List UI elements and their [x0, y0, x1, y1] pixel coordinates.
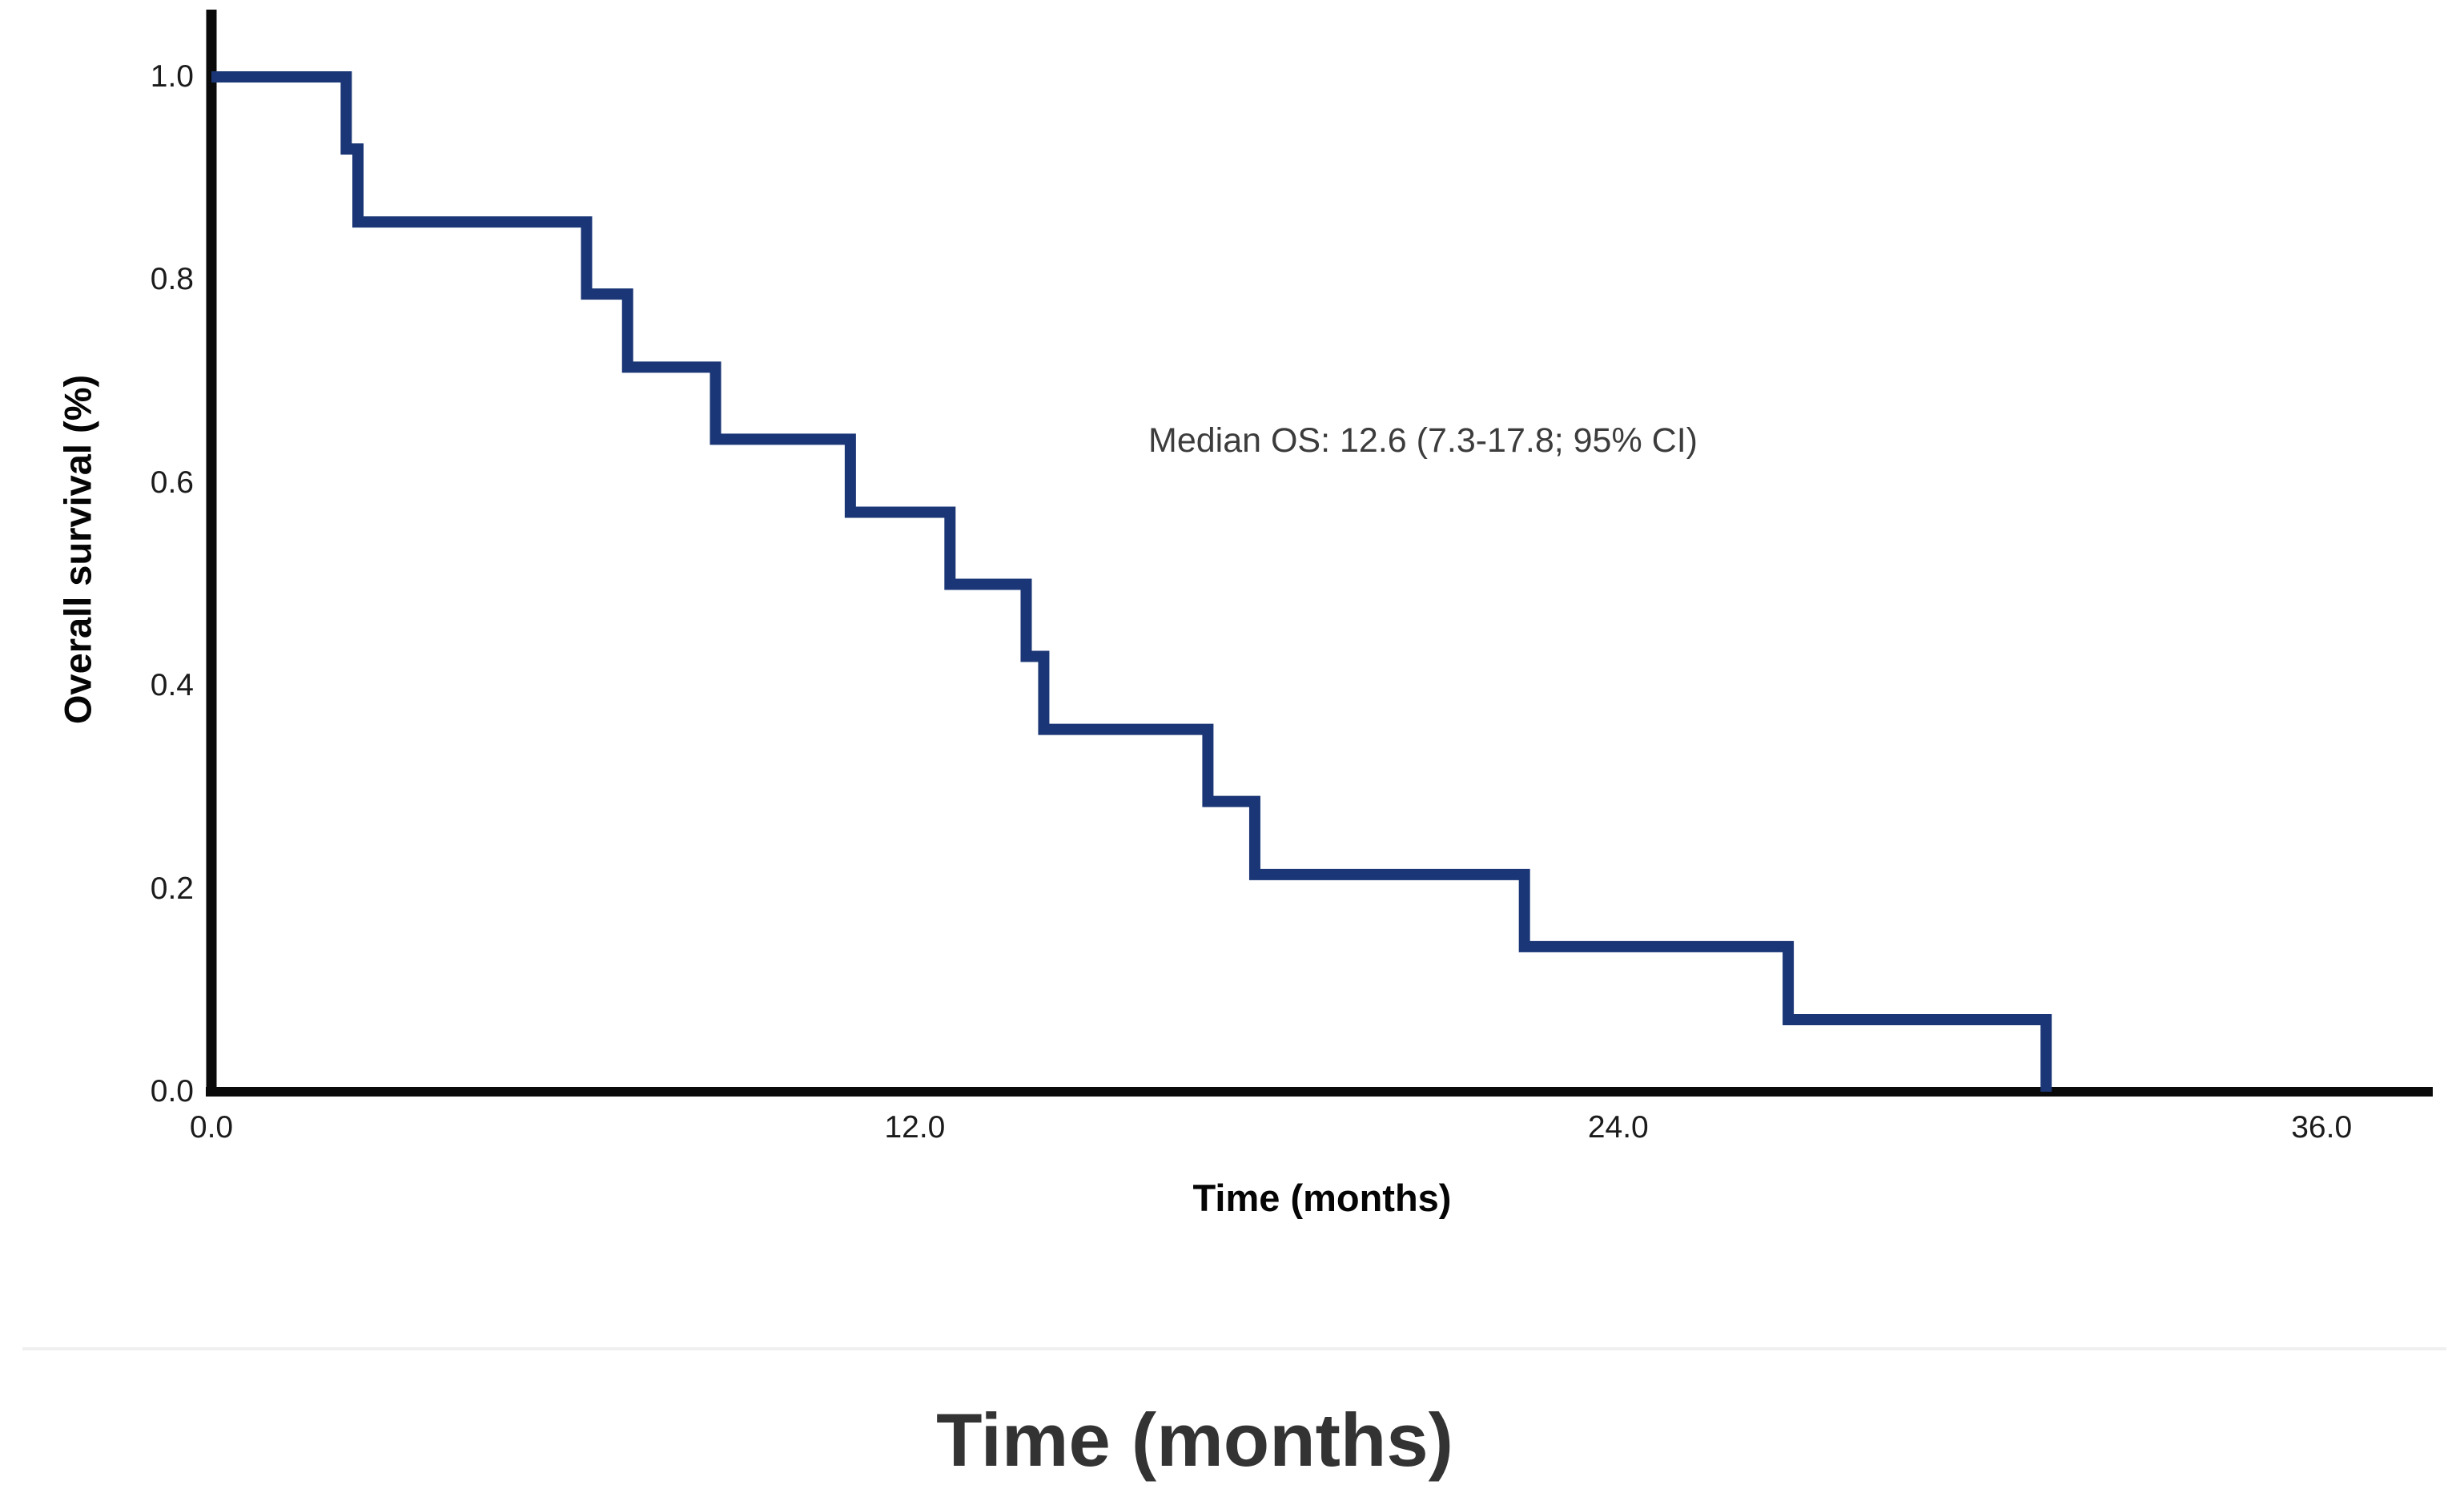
- y-tick-label: 0.4: [150, 668, 194, 703]
- y-tick-label: 0.0: [150, 1074, 194, 1109]
- y-tick-label: 1.0: [150, 59, 194, 94]
- median-os-annotation: Median OS: 12.6 (7.3-17.8; 95% CI): [1148, 421, 1698, 460]
- x-tick-label: 36.0: [2291, 1110, 2353, 1145]
- figure-caption-divider: [22, 1347, 2446, 1350]
- y-tick-label: 0.6: [150, 465, 194, 500]
- figure-caption: Time (months): [936, 1398, 1453, 1482]
- x-axis-title: Time (months): [1192, 1177, 1452, 1219]
- y-tick-label: 0.8: [150, 262, 194, 297]
- x-tick-label: 24.0: [1587, 1110, 1649, 1145]
- x-tick-label: 12.0: [884, 1110, 946, 1145]
- y-tick-label: 0.2: [150, 871, 194, 906]
- kaplan-meier-curve: [211, 71, 2052, 1092]
- x-tick-label: 0.0: [189, 1110, 234, 1145]
